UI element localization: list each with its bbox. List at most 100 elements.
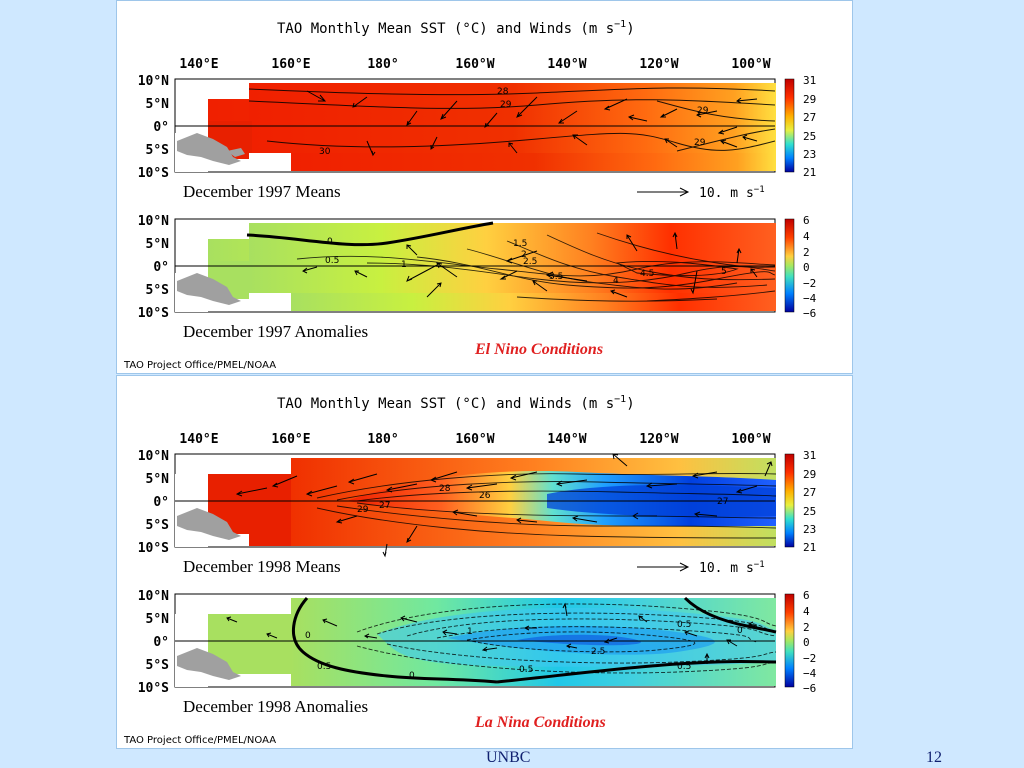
latitude-axis-labels: 10°N 5°N 0° 5°S 10°S — [138, 74, 169, 181]
svg-text:0.5: 0.5 — [519, 665, 533, 675]
svg-text:0.5: 0.5 — [325, 256, 339, 266]
svg-text:0°: 0° — [153, 495, 169, 510]
svg-text:10°N: 10°N — [138, 449, 169, 464]
anomaly-contour-labels: 0 0.5 2.5 1 0 0.5 0.5 0 0.5 — [305, 620, 743, 681]
sst-anomaly-map: 0 0.5 2.5 1 0 0.5 0.5 0 0.5 — [174, 593, 777, 688]
svg-text:0: 0 — [409, 671, 415, 681]
sst-contour-labels: 28 29 30 29 29 — [319, 87, 709, 157]
svg-text:3.5: 3.5 — [549, 272, 563, 282]
svg-text:25: 25 — [803, 505, 816, 518]
svg-text:5°S: 5°S — [146, 518, 170, 533]
svg-text:5°N: 5°N — [146, 97, 170, 112]
anomalies-caption: December 1997 Anomalies — [183, 322, 368, 341]
svg-text:0: 0 — [737, 626, 743, 636]
svg-text:10. m s−1: 10. m s−1 — [699, 185, 765, 201]
svg-text:10°N: 10°N — [138, 214, 169, 229]
longitude-axis-labels: 140°E 160°E 180° 160°W 140°W 120°W 100°W — [179, 57, 770, 72]
figure-panel-1997: TAO Monthly Mean SST (°C) and Winds (m s… — [116, 0, 853, 374]
svg-text:25: 25 — [803, 130, 816, 143]
svg-text:10°N: 10°N — [138, 74, 169, 89]
tao-figure-1998: TAO Monthly Mean SST (°C) and Winds (m s… — [123, 394, 817, 746]
svg-text:23: 23 — [803, 148, 816, 161]
sst-means-map: 28 29 30 29 29 — [174, 78, 776, 173]
svg-text:5°N: 5°N — [146, 237, 170, 252]
svg-text:6: 6 — [803, 589, 810, 602]
condition-label: El Nino Conditions — [474, 341, 603, 358]
svg-text:31: 31 — [803, 74, 816, 87]
lon-label: 140°E — [179, 432, 218, 447]
svg-text:5°N: 5°N — [146, 472, 170, 487]
anomaly-colorbar: 6 4 2 0 −2 −4 −6 — [784, 589, 817, 695]
figure-panel-1998: TAO Monthly Mean SST (°C) and Winds (m s… — [116, 375, 853, 749]
wind-scale: 10. m s−1 — [637, 560, 765, 576]
svg-text:4: 4 — [803, 605, 810, 618]
svg-text:−2: −2 — [803, 277, 816, 290]
svg-text:−6: −6 — [803, 307, 816, 320]
svg-text:0°: 0° — [153, 260, 169, 275]
page-number: 12 — [926, 749, 942, 766]
lon-label: 120°W — [639, 432, 678, 447]
lon-label: 120°W — [639, 57, 678, 72]
svg-text:29: 29 — [803, 93, 816, 106]
svg-text:28: 28 — [439, 484, 451, 494]
svg-text:1: 1 — [401, 260, 407, 270]
credit-text: TAO Project Office/PMEL/NOAA — [123, 735, 276, 746]
svg-text:2.5: 2.5 — [591, 647, 605, 657]
lon-label: 160°W — [455, 432, 494, 447]
svg-text:10°S: 10°S — [138, 166, 169, 181]
lon-label: 100°W — [731, 432, 770, 447]
means-caption: December 1997 Means — [183, 182, 341, 201]
svg-text:27: 27 — [717, 497, 728, 507]
svg-text:0.5: 0.5 — [677, 620, 691, 630]
svg-text:4: 4 — [803, 230, 810, 243]
svg-text:5: 5 — [721, 267, 727, 277]
wind-vectors — [306, 90, 758, 157]
svg-text:31: 31 — [803, 449, 816, 462]
svg-text:0: 0 — [803, 636, 810, 649]
svg-text:5°N: 5°N — [146, 612, 170, 627]
svg-text:23: 23 — [803, 523, 816, 536]
sst-means-map: 28 26 29 27 27 — [174, 453, 777, 558]
lon-label: 180° — [367, 57, 398, 72]
svg-text:0°: 0° — [153, 635, 169, 650]
svg-text:−6: −6 — [803, 682, 816, 695]
svg-text:0: 0 — [803, 261, 810, 274]
svg-text:10°S: 10°S — [138, 541, 169, 556]
wind-vectors — [235, 453, 773, 558]
svg-text:4.5: 4.5 — [640, 269, 654, 279]
lon-label: 140°W — [547, 432, 586, 447]
latitude-axis-labels: 10°N 5°N 0° 5°S 10°S — [138, 589, 169, 696]
condition-label: La Nina Conditions — [474, 714, 606, 731]
lon-label: 160°E — [271, 432, 310, 447]
latitude-axis-labels: 10°N 5°N 0° 5°S 10°S — [138, 214, 169, 321]
svg-text:29: 29 — [694, 138, 706, 148]
svg-text:21: 21 — [803, 166, 816, 179]
svg-text:26: 26 — [479, 491, 491, 501]
land-new-guinea — [177, 133, 241, 165]
sst-colorbar: 31 29 27 25 23 21 — [784, 449, 816, 554]
svg-text:5°S: 5°S — [146, 283, 170, 298]
svg-text:10°N: 10°N — [138, 589, 169, 604]
lon-label: 180° — [367, 432, 398, 447]
svg-text:−4: −4 — [803, 292, 817, 305]
svg-text:−4: −4 — [803, 667, 817, 680]
svg-text:0.5: 0.5 — [317, 662, 331, 672]
svg-text:0.5: 0.5 — [677, 662, 691, 672]
lon-label: 140°E — [179, 57, 218, 72]
means-caption: December 1998 Means — [183, 557, 341, 576]
credit-text: TAO Project Office/PMEL/NOAA — [123, 360, 276, 371]
svg-text:29: 29 — [697, 106, 709, 116]
lon-label: 140°W — [547, 57, 586, 72]
svg-text:27: 27 — [803, 111, 816, 124]
svg-text:29: 29 — [803, 468, 816, 481]
svg-text:4: 4 — [613, 276, 619, 286]
svg-text:10. m s−1: 10. m s−1 — [699, 560, 765, 576]
svg-text:2.5: 2.5 — [523, 257, 537, 267]
wind-vectors — [302, 231, 758, 298]
svg-text:0°: 0° — [153, 120, 169, 135]
lon-label: 100°W — [731, 57, 770, 72]
land-new-guinea — [177, 508, 241, 540]
figure-title: TAO Monthly Mean SST (°C) and Winds (m s… — [277, 19, 635, 37]
svg-text:1: 1 — [467, 627, 473, 637]
svg-text:10°S: 10°S — [138, 681, 169, 696]
